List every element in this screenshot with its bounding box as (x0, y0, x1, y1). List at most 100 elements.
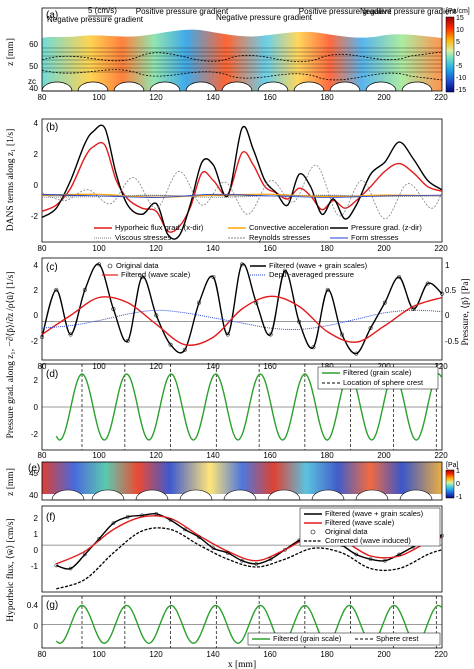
g-xtick-80: 80 (38, 650, 47, 659)
panel-c-frame (41, 257, 443, 361)
b-xtick-220: 220 (434, 244, 448, 253)
d-xtick-140: 140 (206, 451, 220, 460)
panel-a-top-mask (42, 16, 442, 38)
original-data-point-c (268, 332, 273, 337)
original-data-point-f (83, 552, 87, 557)
original-data-point-f (283, 547, 287, 552)
original-data-point-c (382, 300, 387, 305)
d-xtick-220: 220 (434, 451, 448, 460)
c-xtick-100: 100 (92, 362, 106, 371)
b-xtick-200: 200 (377, 244, 391, 253)
colorbar-a-tick-0: 0 (456, 51, 460, 58)
panel-g-legend: Filtered (grain scale) Sphere crest (247, 632, 441, 646)
legend-c-2: Filtered (wave + grain scales) (269, 261, 368, 270)
panel-c-ylabel-right: Pressure, ⟨p̄⟩ [Pa] (460, 278, 471, 345)
original-data-point-f (68, 566, 73, 571)
d-xtick-200: 200 (377, 451, 391, 460)
panel-b: (b) DANS terms along z₁ [1/s] -2 0 2 4 H… (6, 118, 448, 253)
panel-a-ytick-40: 40 (29, 84, 38, 93)
legend-f-2: Filtered (wave scale) (325, 518, 395, 527)
panel-a-ytick-60: 60 (29, 40, 38, 49)
legend-f-4: Corrected (wave induced) (325, 536, 411, 545)
series-d-filtered-grain-scale (55, 373, 443, 441)
original-data-point-c (397, 275, 402, 280)
c-ytick-2: 2 (34, 286, 39, 295)
b-ytick-0: 0 (34, 181, 39, 190)
series-c-depth-averaged-pressure (41, 309, 443, 330)
panel-e-field (42, 462, 442, 494)
original-data-point-f (54, 563, 59, 568)
b-xtick-120: 120 (149, 244, 163, 253)
legend-b-4: Viscous stresses (115, 233, 171, 242)
panel-a: (a) 5 (cm/s) Negative pressure gradient … (6, 6, 470, 102)
b-xtick-80: 80 (38, 244, 47, 253)
original-data-point-c (425, 281, 430, 286)
panel-f-legend: Filtered (wave + grain scales) Filtered … (299, 507, 441, 547)
legend-c-3: Filtered (wave scale) (121, 270, 191, 279)
legend-c-4: Depth-averaged pressure (269, 270, 354, 279)
legend-d-2: Location of sphere crest (343, 378, 424, 387)
original-data-point-c (239, 262, 245, 267)
panel-f-frame (41, 505, 443, 593)
original-data-point-c (54, 287, 59, 292)
f-ytick-0: 0 (34, 546, 39, 555)
panel-e-ylabel: z [mm] (6, 468, 16, 496)
panel-e-spheres (51, 489, 433, 501)
original-data-point-f (111, 521, 116, 526)
series-b-reynolds-stresses (41, 164, 443, 220)
annotation-1: Negative pressure gradient (47, 15, 144, 24)
panel-g-xticks: 80 100 120 140 160 180 200 220 (38, 650, 449, 659)
panel-c: (c) -2 0 2 4 -0.5 0 0.5 1 Pressure, ⟨p̄⟩… (31, 257, 471, 371)
d-xtick-80: 80 (38, 451, 47, 460)
c-ytickr-0: 0 (445, 311, 450, 320)
series-b-viscous-stresses (41, 194, 443, 198)
d-xtick-160: 160 (263, 451, 277, 460)
panel-a-label: (a) (46, 10, 58, 21)
original-data-point-f (154, 511, 159, 516)
d-xtick-100: 100 (92, 451, 106, 460)
panel-a-annotations: Negative pressure gradient Positive pres… (47, 7, 457, 24)
colorbar-a-tick-10: 10 (456, 27, 464, 34)
annotation-2: Positive pressure gradient (136, 7, 229, 16)
c-xtick-120: 120 (149, 362, 163, 371)
c-ytick-m2: -2 (31, 337, 39, 346)
colorbar-e-tick-0: 0 (456, 481, 460, 488)
shared-ylabel-cd: Pressure grad. along z₁, −∂⟨p̄⟩/∂z /ρ⟨ū⟩… (5, 272, 16, 439)
original-data-point-f (383, 558, 387, 563)
series-b-convective-acceleration (41, 193, 443, 199)
g-ytick-04: 0.4 (27, 601, 39, 610)
panel-f-label: (f) (46, 512, 55, 523)
a-xtick-160: 160 (263, 93, 277, 102)
g-xtick-160: 160 (263, 650, 277, 659)
shared-ylabel-fg: Hyporheic flux, ⟨w̄⟩ [cm/s] (5, 518, 16, 621)
panel-b-legend: Hyporheic flux grad. (x-dir) Convective … (94, 223, 422, 242)
panel-a-xticks: 80 100 120 140 160 180 200 220 (38, 93, 449, 102)
original-data-point-c (111, 306, 116, 312)
g-xtick-180: 180 (320, 650, 334, 659)
legend-b-3: Pressure grad. (z-dir) (351, 223, 422, 232)
panel-a-hatch (42, 47, 442, 73)
b-ytick-m2: -2 (31, 212, 39, 221)
g-xtick-200: 200 (377, 650, 391, 659)
colorbar-a-tick-15: 15 (456, 15, 464, 22)
panel-e: (e) z [mm] 40 45 [Pa] 1 0 -1 (6, 461, 462, 501)
panel-e-label: (e) (28, 463, 40, 474)
panel-f: (f) -1 0 1 2 Filtered (wave + grain scal… (31, 505, 444, 593)
panel-c-yticks: -2 0 2 4 (31, 261, 39, 346)
b-ytick-2: 2 (34, 150, 39, 159)
panel-e-frame (41, 461, 443, 501)
e-ytick-45: 45 (29, 469, 38, 478)
d-xtick-180: 180 (320, 451, 334, 460)
original-data-point-f (197, 535, 201, 540)
b-xtick-140: 140 (206, 244, 220, 253)
panel-c-plot (39, 262, 445, 356)
colorbar-e-tick-1: 1 (456, 468, 460, 475)
series-f-filtered-wave-scale (56, 515, 443, 565)
legend-c-1: Original data (116, 261, 159, 270)
a-xtick-220: 220 (434, 93, 448, 102)
panel-d-label: (d) (46, 369, 58, 380)
annotation-3: Negative pressure gradient (216, 13, 313, 22)
d-ytick-2: 2 (34, 376, 39, 385)
original-data-point-f (97, 536, 101, 541)
legend-d-1: Filtered (grain scale) (343, 368, 412, 377)
